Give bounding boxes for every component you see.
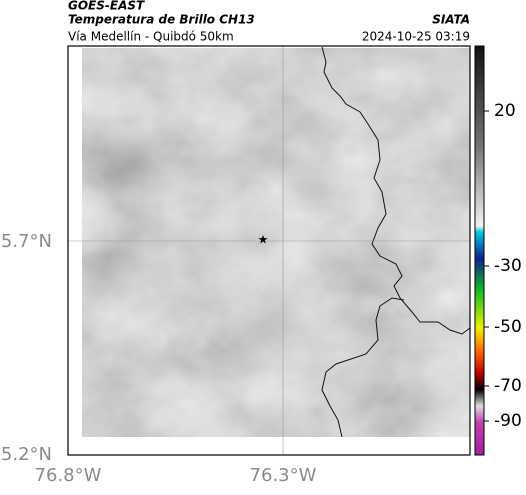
colorbar-tick-label: 20: [494, 101, 516, 121]
credit: SIATA: [432, 13, 470, 27]
subtitle: Vía Medellín - Quibdó 50km: [68, 30, 234, 44]
lon-label: 76.8°W: [35, 465, 102, 486]
source: GOES-EAST: [68, 0, 145, 13]
colorbar-ticks: 20 -30 -50 -70 -90: [484, 101, 522, 431]
lat-label: 5.2°N: [1, 444, 52, 465]
satellite-image: [82, 48, 470, 437]
title: Temperatura de Brillo CH13: [68, 13, 255, 27]
colorbar-tick-label: -70: [494, 376, 522, 396]
lat-label: 5.7°N: [1, 231, 52, 252]
colorbar: [474, 45, 485, 456]
timestamp: 2024-10-25 03:19: [362, 30, 470, 44]
border-line: [321, 46, 471, 438]
location-star: ★: [258, 233, 269, 247]
colorbar-tick-label: -90: [494, 411, 522, 431]
map-frame: [67, 45, 471, 456]
lon-label: 76.3°W: [250, 465, 317, 486]
colorbar-tick-label: -30: [494, 256, 522, 276]
colorbar-tick-label: -50: [494, 317, 522, 337]
